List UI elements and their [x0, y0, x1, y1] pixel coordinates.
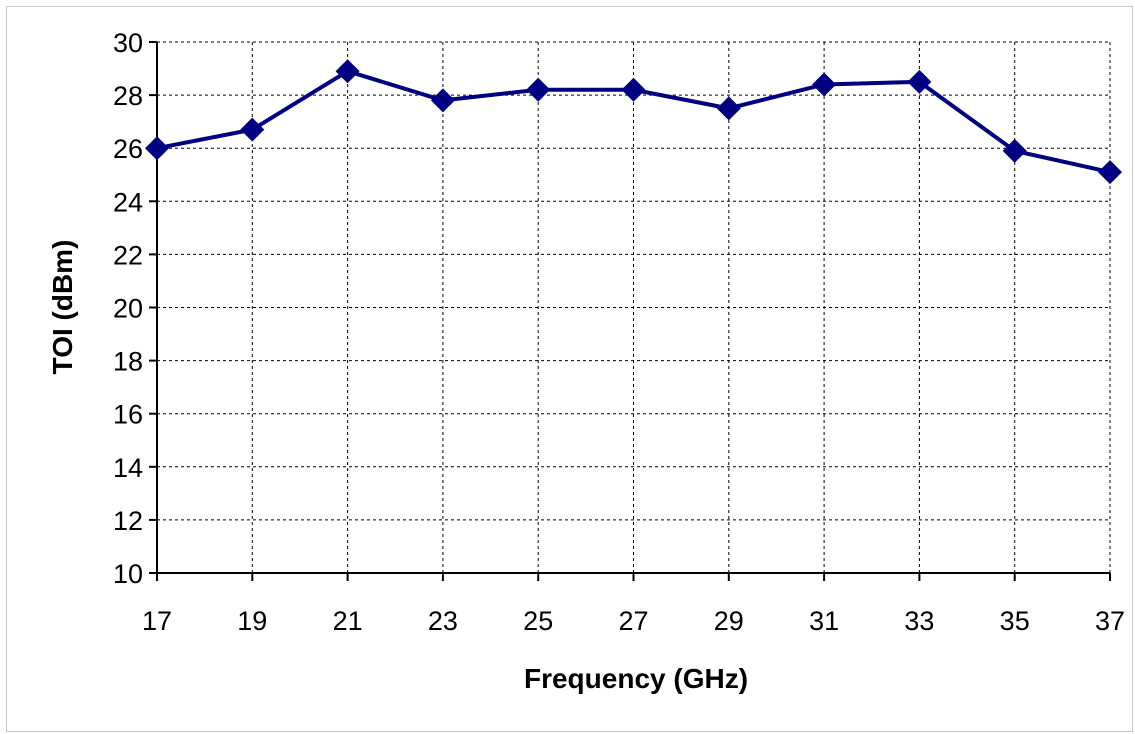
y-tick-label: 24: [113, 187, 143, 217]
y-tick-labels: 10 12 14 16 18 20 22 24 26 28 30: [113, 28, 157, 589]
data-point-marker: [335, 59, 360, 84]
x-tick-label: 35: [1000, 606, 1030, 636]
series-toi: [145, 59, 1122, 185]
x-tick-label: 33: [904, 606, 934, 636]
x-tick-labels: 17 19 21 23 25 27 29 31 33 35 37: [142, 573, 1125, 636]
y-tick-label: 14: [113, 453, 143, 483]
x-tick-label: 17: [142, 606, 172, 636]
y-tick-label: 18: [113, 347, 143, 377]
x-axis-title: Frequency (GHz): [524, 663, 748, 694]
y-tick-label: 28: [113, 81, 143, 111]
y-tick-label: 16: [113, 400, 143, 430]
x-tick-label: 25: [523, 606, 553, 636]
grid-lines: [157, 41, 1111, 573]
x-tick-label: 23: [428, 606, 458, 636]
chart-frame: [6, 6, 1133, 732]
data-point-marker: [1098, 160, 1122, 185]
y-tick-label: 22: [113, 240, 143, 270]
y-tick-label: 10: [113, 559, 143, 589]
y-tick-label: 30: [113, 28, 143, 58]
y-tick-label: 26: [113, 134, 143, 164]
x-tick-label: 21: [333, 606, 363, 636]
x-tick-label: 19: [237, 606, 267, 636]
x-tick-label: 31: [809, 606, 839, 636]
data-point-marker: [1002, 138, 1027, 163]
data-point-marker: [812, 72, 837, 97]
data-point-marker: [907, 69, 932, 94]
y-tick-label: 12: [113, 506, 143, 536]
x-tick-label: 29: [714, 606, 744, 636]
data-point-marker: [240, 117, 265, 142]
x-tick-label: 27: [618, 606, 648, 636]
x-tick-label: 37: [1095, 606, 1125, 636]
data-point-marker: [716, 96, 741, 121]
data-point-marker: [430, 88, 455, 113]
y-tick-label: 20: [113, 294, 143, 324]
data-point-marker: [526, 77, 551, 102]
y-axis-title: TOI (dBm): [47, 240, 78, 375]
data-point-marker: [145, 136, 169, 161]
data-point-marker: [621, 77, 646, 102]
